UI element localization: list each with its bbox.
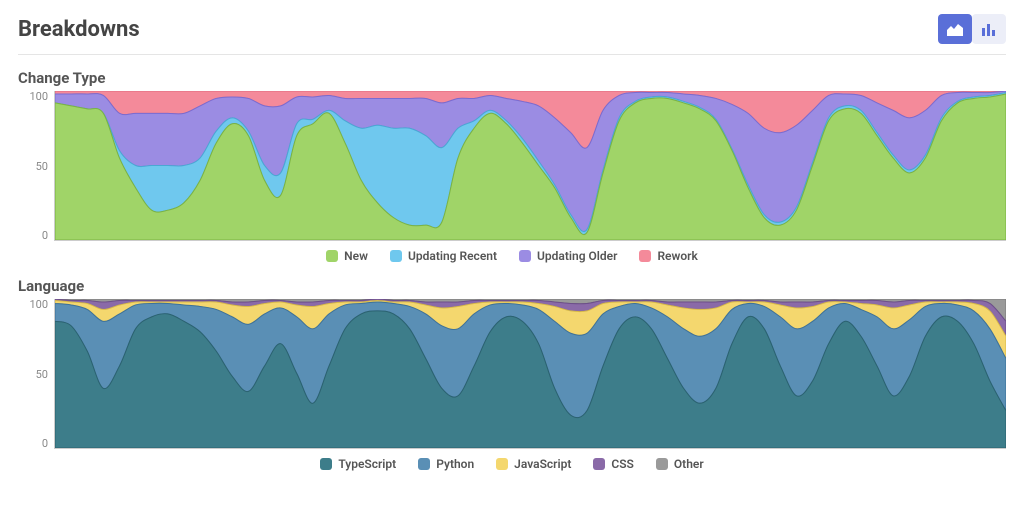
legend-label: Python xyxy=(436,457,474,471)
y-tick: 100 xyxy=(29,91,48,102)
legend-label: CSS xyxy=(611,457,634,471)
legend-label: Updating Recent xyxy=(408,249,497,263)
legend-item-updating-older[interactable]: Updating Older xyxy=(519,249,617,263)
legend-item-css[interactable]: CSS xyxy=(593,457,634,471)
legend-label: TypeScript xyxy=(338,457,396,471)
legend-label: New xyxy=(344,249,368,263)
legend-swatch xyxy=(656,458,668,470)
legend-swatch xyxy=(519,250,531,262)
legend-item-updating-recent[interactable]: Updating Recent xyxy=(390,249,497,263)
view-toggle xyxy=(938,14,1006,44)
legend-label: Updating Older xyxy=(537,249,617,263)
language-title: Language xyxy=(18,277,1006,295)
legend-label: JavaScript xyxy=(514,457,571,471)
legend-label: Rework xyxy=(657,249,697,263)
legend-swatch xyxy=(418,458,430,470)
area-chart-icon xyxy=(947,22,963,36)
legend-item-javascript[interactable]: JavaScript xyxy=(496,457,571,471)
change-type-title: Change Type xyxy=(18,69,1006,87)
legend-item-new[interactable]: New xyxy=(326,249,368,263)
legend-swatch xyxy=(593,458,605,470)
y-tick: 0 xyxy=(42,438,48,449)
bar-chart-icon xyxy=(981,22,997,36)
legend-item-other[interactable]: Other xyxy=(656,457,704,471)
header: Breakdowns xyxy=(18,0,1006,55)
language-chart[interactable] xyxy=(54,299,1006,449)
legend-item-typescript[interactable]: TypeScript xyxy=(320,457,396,471)
legend-swatch xyxy=(390,250,402,262)
legend-swatch xyxy=(320,458,332,470)
legend-item-python[interactable]: Python xyxy=(418,457,474,471)
legend-swatch xyxy=(639,250,651,262)
language-section: Language 100 50 0 TypeScript Python Java… xyxy=(18,277,1006,471)
y-tick: 100 xyxy=(29,299,48,310)
change-type-y-axis: 100 50 0 xyxy=(18,91,54,241)
change-type-section: Change Type 100 50 0 New Updating Recent… xyxy=(18,69,1006,263)
language-y-axis: 100 50 0 xyxy=(18,299,54,449)
y-tick: 50 xyxy=(36,161,48,172)
bar-view-button[interactable] xyxy=(972,14,1006,44)
change-type-legend: New Updating Recent Updating Older Rewor… xyxy=(18,249,1006,263)
legend-label: Other xyxy=(674,457,704,471)
legend-swatch xyxy=(326,250,338,262)
y-tick: 50 xyxy=(36,369,48,380)
change-type-chart[interactable] xyxy=(54,91,1006,241)
legend-swatch xyxy=(496,458,508,470)
y-tick: 0 xyxy=(42,230,48,241)
page-title: Breakdowns xyxy=(18,17,140,42)
area-view-button[interactable] xyxy=(938,14,972,44)
legend-item-rework[interactable]: Rework xyxy=(639,249,697,263)
language-legend: TypeScript Python JavaScript CSS Other xyxy=(18,457,1006,471)
